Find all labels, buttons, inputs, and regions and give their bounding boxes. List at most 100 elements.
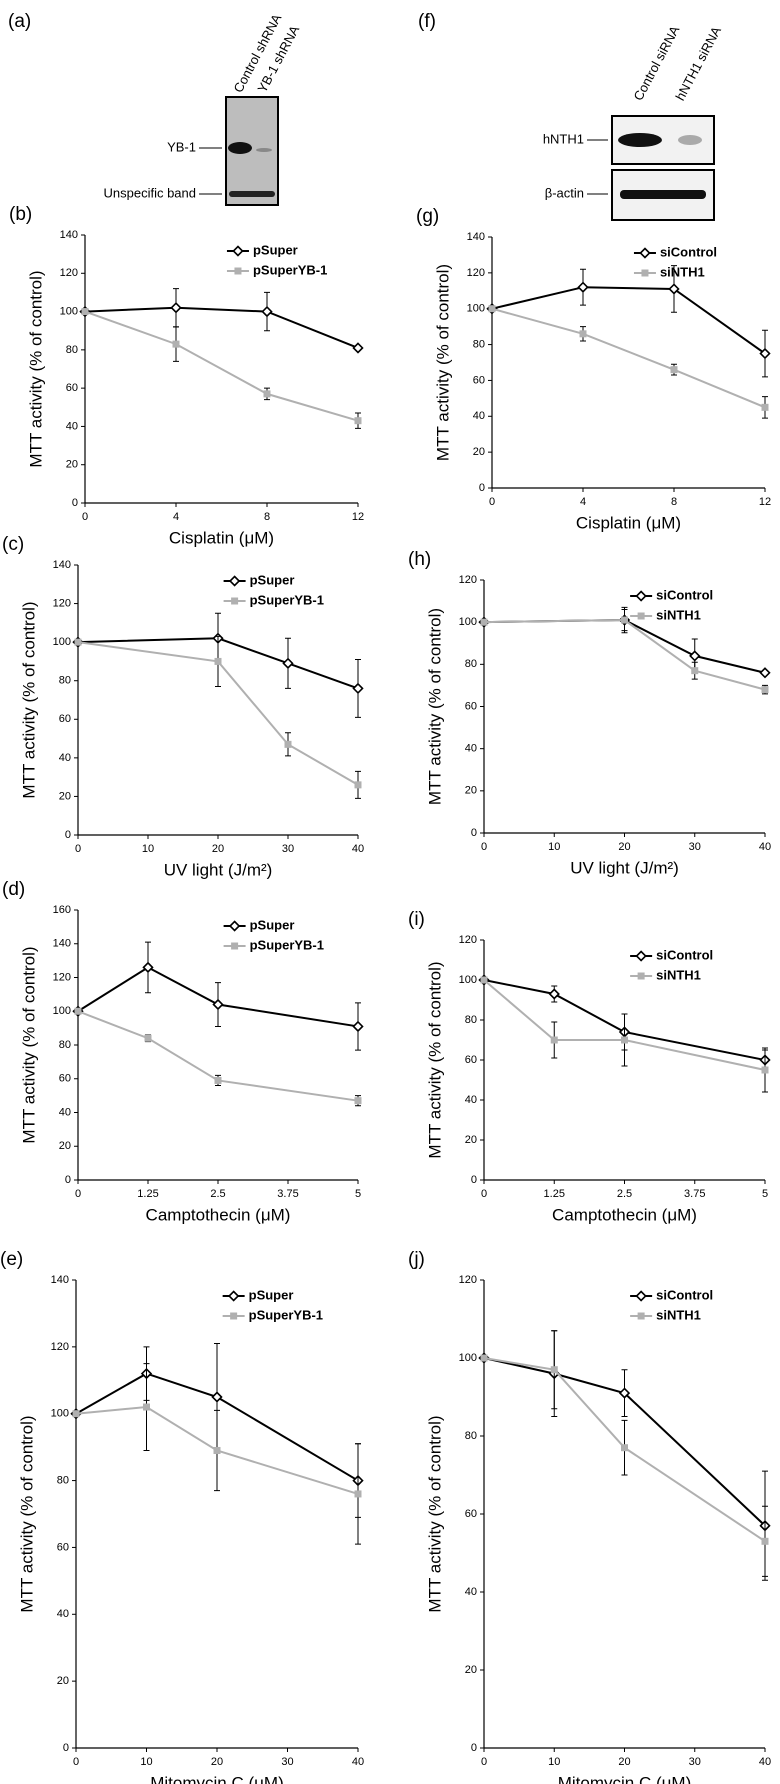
band bbox=[256, 148, 272, 152]
x-tick-label: 40 bbox=[352, 843, 364, 855]
series-line bbox=[77, 1010, 359, 1102]
band bbox=[678, 135, 702, 145]
legend-label: siControl bbox=[656, 1287, 713, 1302]
blot-f: (f) Control siRNA hNTH1 siRNA hNTH1 β-ac… bbox=[418, 11, 724, 221]
marker bbox=[354, 417, 362, 425]
legend-label: pSuper bbox=[250, 917, 295, 932]
panel-label: (h) bbox=[408, 549, 431, 570]
legend-label: pSuper bbox=[250, 572, 295, 587]
y-tick-label: 140 bbox=[467, 231, 485, 243]
x-tick-label: 2.5 bbox=[617, 1188, 632, 1200]
y-tick-label: 100 bbox=[60, 305, 78, 317]
y-tick-label: 80 bbox=[473, 338, 485, 350]
chart-panel: (i) 0 20 40 60 80 100 120 0 1.25 2.5 3.75 5 Camptothe… bbox=[408, 909, 771, 1224]
x-tick-label: 1.25 bbox=[137, 1188, 158, 1200]
marker bbox=[263, 390, 271, 398]
series-line bbox=[483, 619, 766, 691]
y-axis-label: MTT activity (% of control) bbox=[433, 264, 452, 461]
chart-panel: (g) 0 20 40 60 80 100 120 140 0 4 8 12 Cisplatin (μM)… bbox=[416, 206, 771, 532]
y-tick-label: 40 bbox=[465, 1586, 477, 1598]
y-tick-label: 120 bbox=[53, 971, 71, 983]
series-line bbox=[491, 286, 766, 355]
marker bbox=[689, 650, 701, 662]
y-tick-label: 20 bbox=[465, 1134, 477, 1146]
y-tick-label: 80 bbox=[465, 1014, 477, 1026]
y-tick-label: 140 bbox=[53, 559, 71, 571]
chart-panel: (c) 0 20 40 60 80 100 120 140 0 10 20 30 40 UV light (… bbox=[2, 534, 364, 879]
panel-label: (a) bbox=[8, 11, 31, 32]
y-tick-label: 120 bbox=[467, 267, 485, 279]
x-tick-label: 40 bbox=[759, 1756, 771, 1768]
y-axis-label: MTT activity (% of control) bbox=[19, 601, 38, 798]
chart-panel: (b) 0 20 40 60 80 100 120 140 0 4 8 12 Cisplatin (μM)… bbox=[9, 204, 364, 547]
y-axis-label: MTT activity (% of control) bbox=[425, 608, 444, 805]
marker bbox=[284, 740, 292, 748]
x-tick-label: 4 bbox=[580, 496, 586, 508]
x-tick-label: 0 bbox=[75, 843, 81, 855]
y-tick-label: 140 bbox=[51, 1274, 69, 1286]
series-line bbox=[491, 307, 766, 409]
marker bbox=[352, 1020, 364, 1033]
series-line bbox=[75, 1406, 359, 1495]
marker bbox=[480, 618, 488, 626]
marker bbox=[214, 1076, 222, 1084]
marker bbox=[144, 1034, 152, 1042]
x-tick-label: 40 bbox=[759, 841, 771, 853]
marker bbox=[548, 988, 560, 1000]
panel-label: (i) bbox=[408, 909, 425, 930]
marker bbox=[761, 1537, 769, 1545]
marker bbox=[579, 330, 587, 338]
y-tick-label: 120 bbox=[60, 267, 78, 279]
x-tick-label: 8 bbox=[671, 496, 677, 508]
series-line bbox=[77, 637, 359, 690]
panel-label: (g) bbox=[416, 206, 439, 227]
legend-label: siNTH1 bbox=[656, 967, 701, 982]
x-axis-label: Camptothecin (μM) bbox=[552, 1205, 697, 1224]
marker bbox=[172, 340, 180, 348]
y-tick-label: 80 bbox=[66, 344, 78, 356]
x-tick-label: 30 bbox=[282, 843, 294, 855]
x-tick-label: 10 bbox=[548, 841, 560, 853]
marker bbox=[761, 686, 769, 694]
legend-label: siControl bbox=[656, 947, 713, 962]
x-tick-label: 20 bbox=[211, 1756, 223, 1768]
y-tick-label: 20 bbox=[57, 1675, 69, 1687]
y-tick-label: 40 bbox=[59, 1106, 71, 1118]
y-tick-label: 60 bbox=[473, 374, 485, 386]
y-tick-label: 100 bbox=[459, 616, 477, 628]
band bbox=[620, 190, 706, 199]
marker bbox=[74, 638, 82, 646]
marker bbox=[761, 403, 769, 411]
legend-marker bbox=[232, 245, 244, 257]
y-tick-label: 0 bbox=[471, 1174, 477, 1186]
legend-marker bbox=[228, 575, 241, 587]
y-tick-label: 80 bbox=[465, 1430, 477, 1442]
x-tick-label: 20 bbox=[618, 841, 630, 853]
marker bbox=[621, 1036, 628, 1044]
x-axis-label: UV light (J/m²) bbox=[570, 858, 679, 877]
y-tick-label: 60 bbox=[465, 1054, 477, 1066]
legend-marker bbox=[637, 612, 645, 620]
x-tick-label: 3.75 bbox=[277, 1188, 298, 1200]
legend-label: pSuperYB-1 bbox=[250, 592, 324, 607]
y-tick-label: 120 bbox=[53, 597, 71, 609]
x-tick-label: 10 bbox=[548, 1756, 560, 1768]
y-tick-label: 0 bbox=[471, 827, 477, 839]
blot-a: (a) Control shRNA YB-1 shRNA YB-1 Unspec… bbox=[8, 11, 302, 206]
band-label: β-actin bbox=[545, 185, 584, 200]
series-line bbox=[77, 641, 359, 786]
marker bbox=[213, 1446, 221, 1454]
x-tick-label: 0 bbox=[489, 496, 495, 508]
legend-label: pSuperYB-1 bbox=[253, 262, 327, 277]
legend-marker bbox=[637, 1312, 645, 1320]
y-tick-label: 20 bbox=[473, 446, 485, 458]
y-tick-label: 120 bbox=[51, 1341, 69, 1353]
chart-panel: (e) 0 20 40 60 80 100 120 140 0 10 20 30 40 Mitomycin … bbox=[0, 1249, 364, 1784]
marker bbox=[621, 616, 628, 624]
y-tick-label: 100 bbox=[53, 1005, 71, 1017]
series-line bbox=[84, 306, 359, 349]
y-tick-label: 100 bbox=[459, 1352, 477, 1364]
y-tick-label: 0 bbox=[65, 829, 71, 841]
legend-label: siNTH1 bbox=[656, 607, 701, 622]
